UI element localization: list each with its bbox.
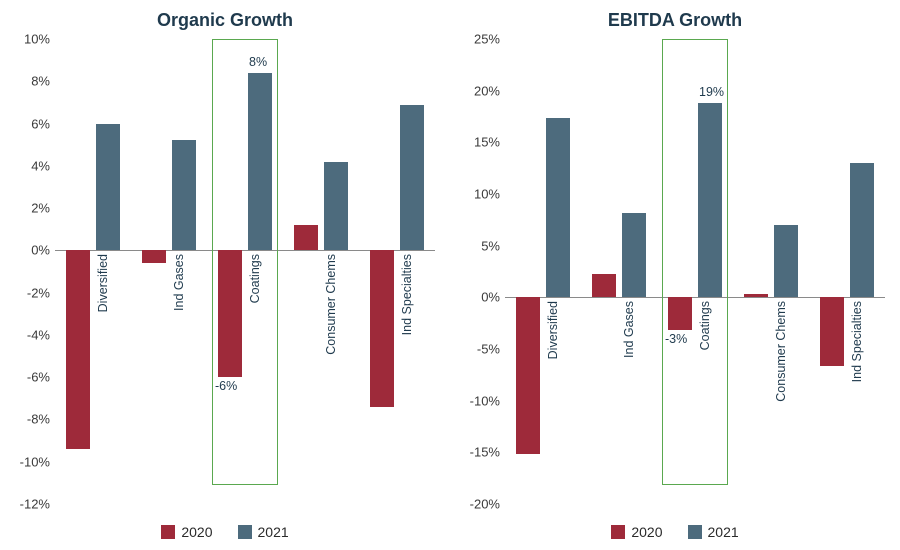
category-group: Ind Gases [581, 39, 657, 504]
y-axis: -12%-10%-8%-6%-4%-2%0%2%4%6%8%10% [5, 39, 50, 504]
category-label: Ind Gases [172, 254, 186, 311]
y-tick: -8% [5, 412, 50, 427]
bar-2021 [850, 163, 874, 297]
y-tick: -2% [5, 285, 50, 300]
bar-2021 [172, 140, 196, 250]
plot-area-1: -20%-15%-10%-5%0%5%10%15%20%25%Diversifi… [505, 39, 885, 504]
highlight-value-bottom: -3% [665, 332, 687, 346]
legend-swatch-2021 [238, 525, 252, 539]
bar-2020 [668, 297, 692, 330]
category-group: Diversified [505, 39, 581, 504]
bar-2021 [248, 73, 272, 251]
bar-2020 [744, 294, 768, 297]
y-tick: -15% [455, 445, 500, 460]
y-tick: 5% [455, 238, 500, 253]
legend-swatch-2020 [161, 525, 175, 539]
category-label: Ind Gases [622, 301, 636, 358]
y-tick: 15% [455, 135, 500, 150]
category-label: Consumer Chems [774, 301, 788, 402]
chart-title: EBITDA Growth [455, 10, 895, 31]
bar-2020 [142, 250, 166, 263]
legend: 2020 2021 [455, 524, 895, 540]
bar-2021 [96, 124, 120, 251]
y-tick: 10% [5, 32, 50, 47]
bar-2020 [370, 250, 394, 406]
bar-2020 [592, 274, 616, 298]
category-group: Ind Specialties [809, 39, 885, 504]
legend-label-2020: 2020 [631, 524, 662, 540]
y-tick: 20% [455, 83, 500, 98]
bar-2021 [622, 213, 646, 298]
bar-2021 [774, 225, 798, 297]
bar-2021 [400, 105, 424, 251]
legend-swatch-2021 [688, 525, 702, 539]
organic-growth-panel: Organic Growth -12% -10% -8% -6% -4% -2% 0% 2% 4… [0, 0, 450, 550]
bar-2020 [294, 225, 318, 250]
y-tick: 6% [5, 116, 50, 131]
y-tick: -10% [5, 454, 50, 469]
legend-label-2021: 2021 [258, 524, 289, 540]
y-tick: 8% [5, 74, 50, 89]
legend: 2020 2021 [5, 524, 445, 540]
bar-2021 [324, 162, 348, 251]
category-group: Consumer Chems [733, 39, 809, 504]
y-tick: 10% [455, 186, 500, 201]
bar-2021 [546, 118, 570, 298]
category-label: Coatings [248, 254, 262, 303]
category-group: Consumer Chems [283, 39, 359, 504]
legend-label-2020: 2020 [181, 524, 212, 540]
y-axis: -20%-15%-10%-5%0%5%10%15%20%25% [455, 39, 500, 504]
y-tick: -12% [5, 497, 50, 512]
bar-2020 [218, 250, 242, 377]
category-label: Coatings [698, 301, 712, 350]
category-group: Diversified [55, 39, 131, 504]
highlight-value-top: 19% [699, 85, 724, 99]
bar-2020 [820, 297, 844, 365]
category-label: Consumer Chems [324, 254, 338, 355]
highlight-value-top: 8% [249, 55, 267, 69]
category-label: Diversified [546, 301, 560, 359]
legend-label-2021: 2021 [708, 524, 739, 540]
plot-area-0: -12%-10%-8%-6%-4%-2%0%2%4%6%8%10%Diversi… [55, 39, 435, 504]
y-tick: 25% [455, 32, 500, 47]
legend-2020: 2020 [161, 524, 212, 540]
ebitda-growth-panel: EBITDA Growth -20%-15%-10%-5%0%5%10%15%2… [450, 0, 900, 550]
y-tick: -4% [5, 327, 50, 342]
category-label: Ind Specialties [400, 254, 414, 335]
legend-2021: 2021 [688, 524, 739, 540]
bars-container: Diversified Ind Gases Coatings 8% -6% Consume… [55, 39, 435, 504]
category-group: Coatings 19% -3% [657, 39, 733, 504]
y-tick: -10% [455, 393, 500, 408]
chart-title: Organic Growth [5, 10, 445, 31]
bar-2021 [698, 103, 722, 297]
legend-swatch-2020 [611, 525, 625, 539]
y-tick: -6% [5, 370, 50, 385]
bars-container: Diversified Ind Gases Coatings 19% -3% Consum… [505, 39, 885, 504]
category-group: Ind Gases [131, 39, 207, 504]
legend-2021: 2021 [238, 524, 289, 540]
y-tick: 0% [5, 243, 50, 258]
category-label: Diversified [96, 254, 110, 312]
bar-2020 [66, 250, 90, 449]
category-group: Coatings 8% -6% [207, 39, 283, 504]
highlight-value-bottom: -6% [215, 379, 237, 393]
y-tick: 2% [5, 201, 50, 216]
category-label: Ind Specialties [850, 301, 864, 382]
y-tick: 0% [455, 290, 500, 305]
bar-2020 [516, 297, 540, 454]
y-tick: -5% [455, 341, 500, 356]
legend-2020: 2020 [611, 524, 662, 540]
y-tick: -20% [455, 497, 500, 512]
y-tick: 4% [5, 158, 50, 173]
category-group: Ind Specialties [359, 39, 435, 504]
